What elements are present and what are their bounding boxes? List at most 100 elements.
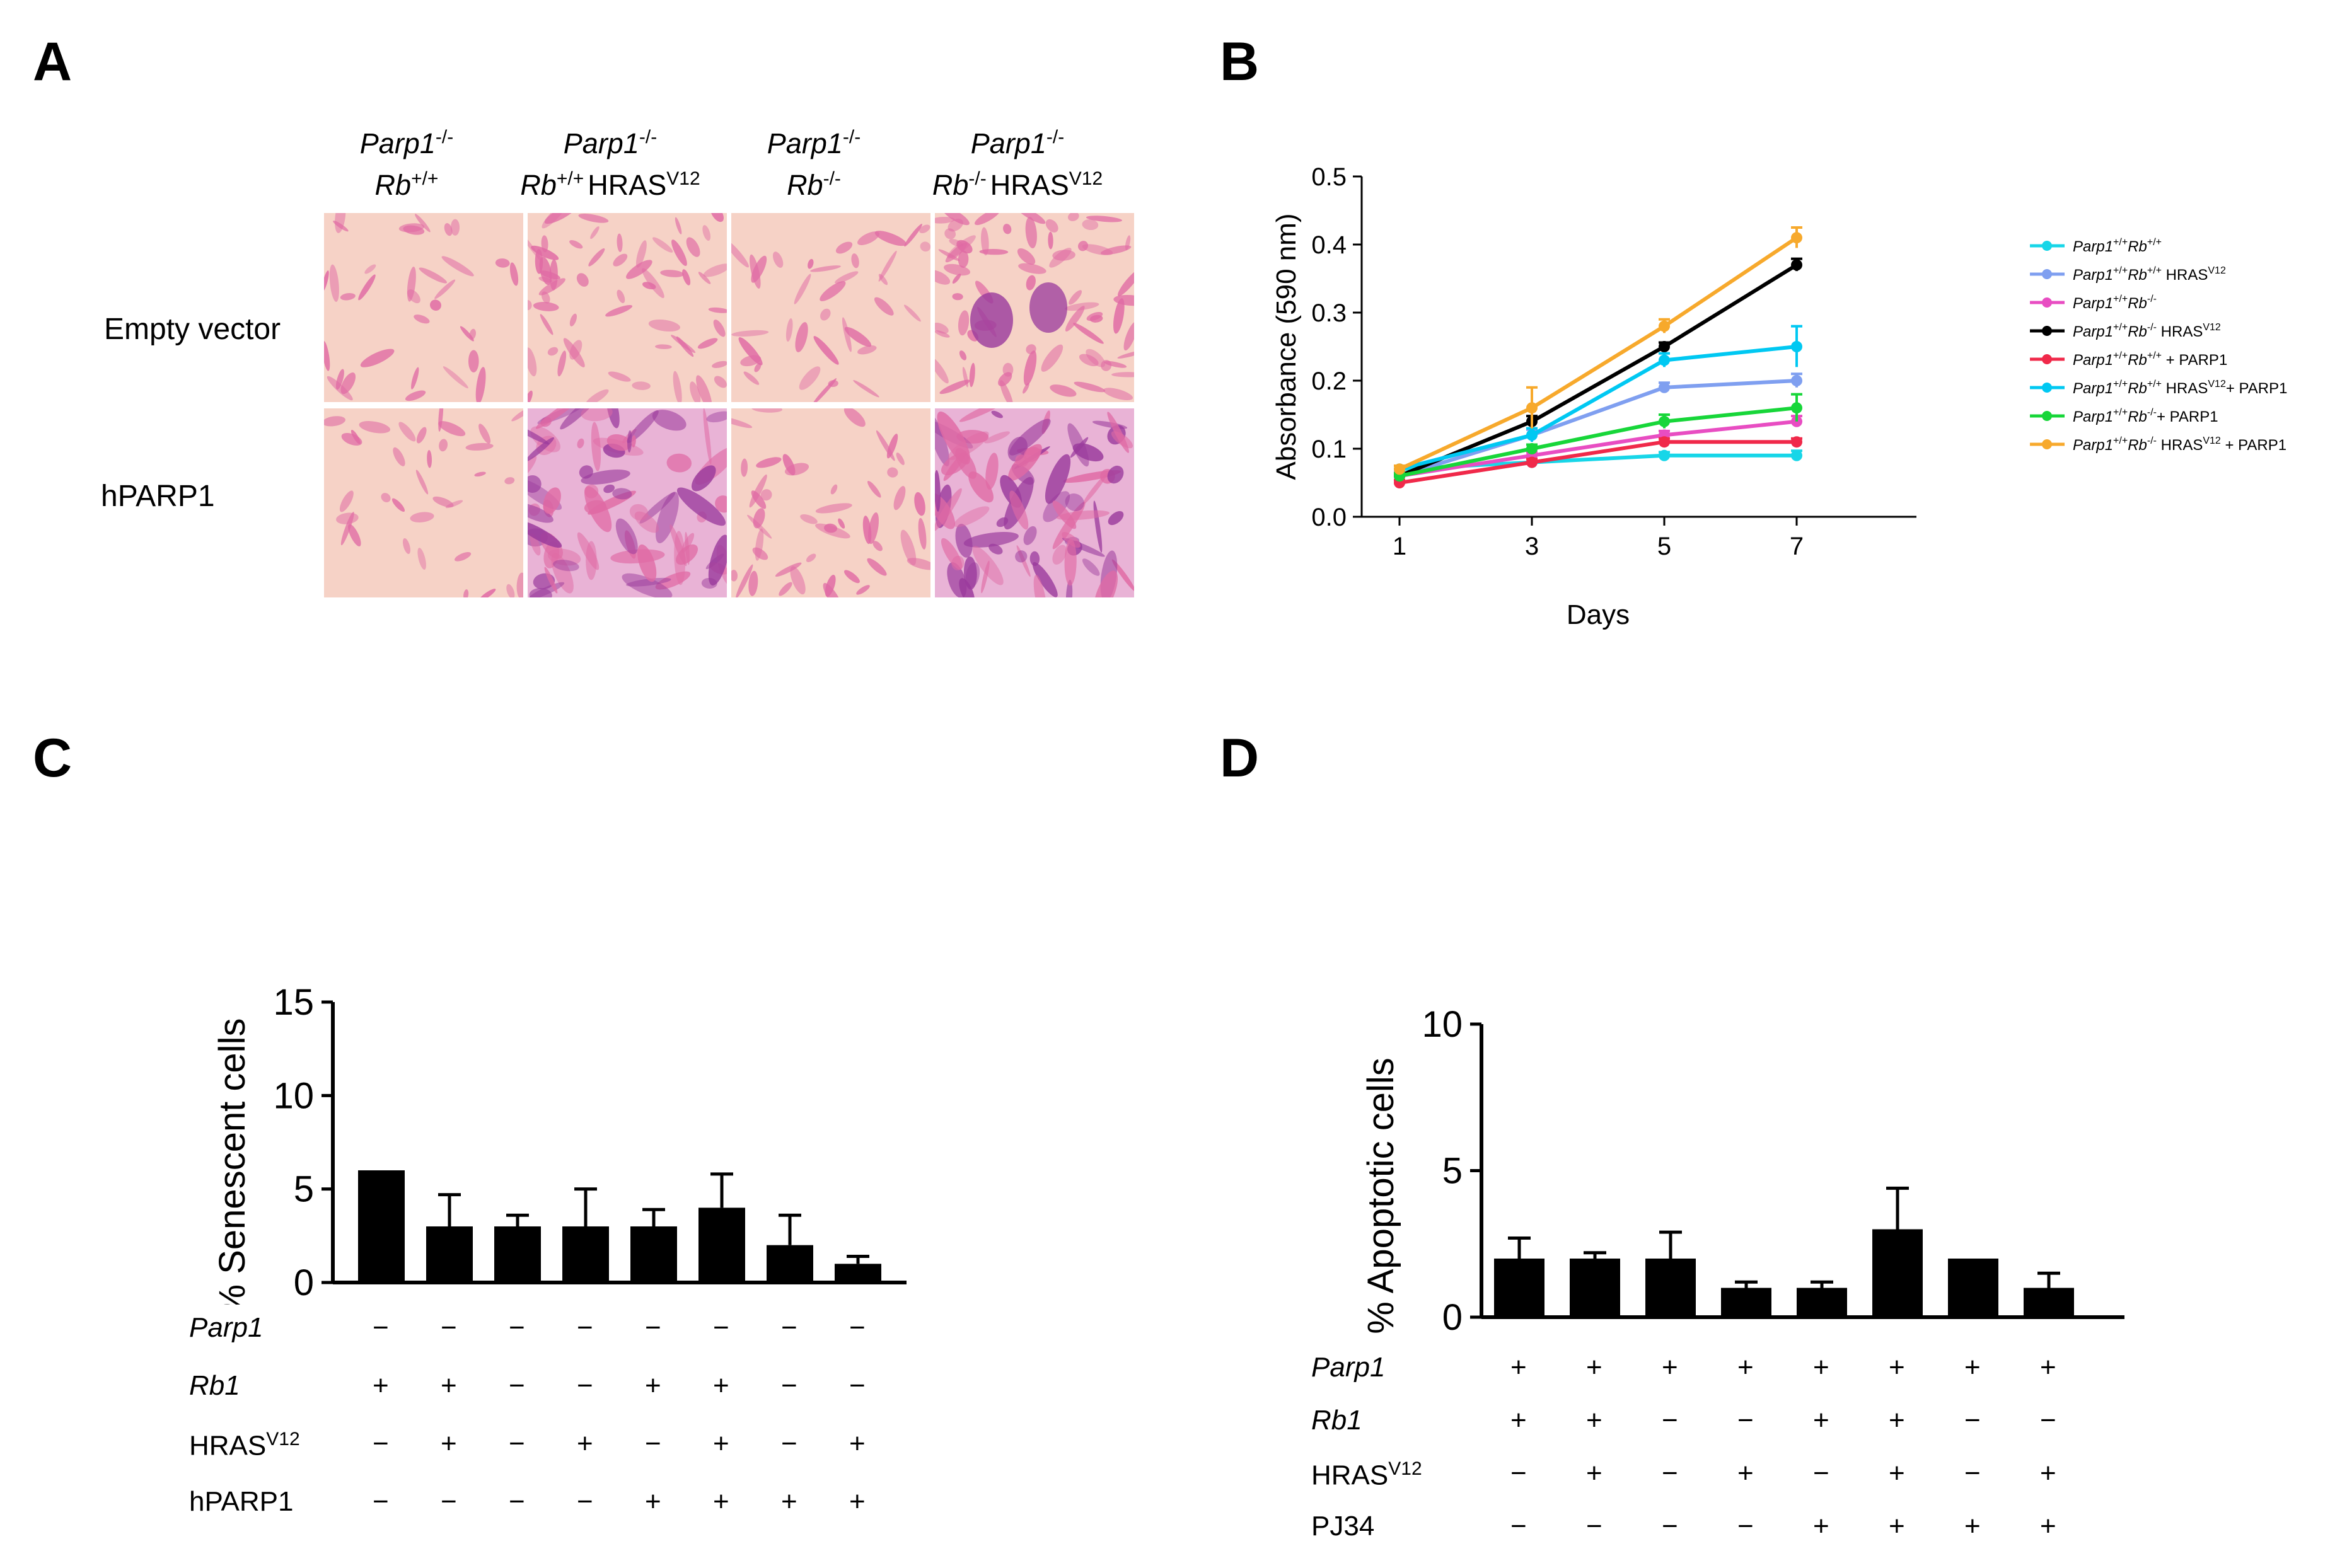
bar bbox=[562, 1226, 609, 1283]
cell bbox=[528, 503, 553, 523]
table-cell-sign: + bbox=[1889, 1511, 1905, 1542]
cell bbox=[900, 529, 917, 565]
cell bbox=[743, 371, 760, 385]
bar bbox=[426, 1226, 473, 1283]
table-cell-sign: − bbox=[577, 1312, 593, 1343]
legend-transgene: HRAS bbox=[2162, 267, 2208, 284]
cell bbox=[541, 291, 550, 304]
cell bbox=[622, 573, 673, 597]
cell bbox=[1111, 372, 1134, 378]
cell bbox=[1033, 562, 1058, 597]
bar bbox=[1872, 1229, 1923, 1317]
cell bbox=[790, 566, 806, 595]
table-cell-sign: − bbox=[1510, 1458, 1527, 1489]
cell bbox=[944, 228, 956, 239]
legend-sup: -/- bbox=[2147, 435, 2157, 446]
table-cell-sign: − bbox=[1813, 1458, 1829, 1489]
cell bbox=[410, 512, 434, 522]
cell bbox=[576, 273, 589, 287]
table-cell-sign: + bbox=[1662, 1352, 1678, 1383]
panel-letter-d: D bbox=[1220, 728, 1260, 788]
genotype-superscript: -/- bbox=[968, 168, 987, 189]
transgene-superscript: V12 bbox=[1069, 168, 1103, 189]
cell bbox=[465, 442, 494, 451]
cell bbox=[528, 347, 537, 377]
x-tick-label: 5 bbox=[1657, 533, 1671, 560]
gene-name: Rb bbox=[787, 169, 823, 201]
legend-transgene: HRAS bbox=[2162, 380, 2208, 397]
cell bbox=[542, 213, 567, 229]
cell bbox=[531, 245, 559, 260]
table-cell-sign: − bbox=[441, 1486, 457, 1517]
table-cell-sign: − bbox=[849, 1312, 866, 1343]
cell bbox=[703, 263, 727, 277]
cell bbox=[358, 274, 376, 301]
cell bbox=[584, 500, 606, 514]
cell bbox=[673, 371, 682, 402]
legend-gene: Parp1 bbox=[2073, 380, 2113, 397]
cell bbox=[919, 224, 930, 234]
cell bbox=[1125, 235, 1131, 250]
cell bbox=[348, 524, 361, 546]
table-cell-sign: − bbox=[1662, 1458, 1678, 1489]
cell bbox=[985, 453, 999, 490]
cell bbox=[608, 371, 631, 382]
table-cell-sign: − bbox=[1662, 1511, 1678, 1542]
cell bbox=[535, 408, 583, 429]
micrograph-empty-vector-col1 bbox=[324, 213, 523, 402]
table-cell-sign: + bbox=[1586, 1458, 1602, 1489]
cell bbox=[569, 340, 582, 360]
table-cell-sign: − bbox=[713, 1312, 729, 1343]
data-point bbox=[1394, 463, 1405, 475]
column-header-line2: Rb-/- HRASV12 bbox=[913, 161, 1121, 203]
cell bbox=[398, 422, 416, 442]
cell bbox=[478, 424, 491, 444]
cell bbox=[656, 492, 679, 543]
y-axis-label: % Senescent cells bbox=[212, 1018, 253, 1305]
cell bbox=[740, 355, 762, 367]
micrograph-hparp1-col4 bbox=[935, 408, 1134, 597]
legend-marker bbox=[2042, 439, 2052, 449]
data-point bbox=[1791, 375, 1802, 386]
column-header-2: Parp1-/- Rb+/+ HRASV12 bbox=[506, 120, 714, 203]
legend-tail: + PARP1 bbox=[2157, 408, 2218, 425]
cell bbox=[1118, 268, 1134, 296]
cell bbox=[415, 470, 429, 495]
cell bbox=[785, 318, 793, 342]
cell bbox=[975, 213, 1000, 226]
cell bbox=[1107, 465, 1124, 484]
table-cell-sign: − bbox=[781, 1428, 797, 1459]
x-tick-label: 7 bbox=[1790, 533, 1804, 560]
cell bbox=[896, 453, 905, 465]
table-cell-sign: + bbox=[1889, 1352, 1905, 1383]
legend-label: Parp1+/+Rb+/+ bbox=[2073, 237, 2162, 255]
cell bbox=[329, 264, 339, 302]
cell bbox=[427, 450, 432, 468]
bar-group-2 bbox=[426, 1193, 473, 1283]
cell bbox=[504, 477, 515, 485]
cell bbox=[952, 293, 963, 301]
bar-group-3 bbox=[494, 1213, 541, 1283]
cell bbox=[655, 571, 691, 590]
legend-tail: + PARP1 bbox=[2226, 380, 2288, 397]
table-row-label: HRASV12 bbox=[189, 1430, 300, 1460]
cell bbox=[591, 422, 601, 471]
table-cell-sign: + bbox=[441, 1428, 457, 1459]
cell bbox=[439, 439, 448, 452]
cell bbox=[1017, 248, 1036, 265]
cell bbox=[528, 520, 562, 548]
cell bbox=[516, 572, 523, 597]
cell bbox=[851, 253, 859, 268]
cell bbox=[654, 344, 672, 349]
cell bbox=[935, 270, 951, 285]
table-cell-sign: − bbox=[373, 1312, 389, 1343]
legend-tail: + PARP1 bbox=[2221, 437, 2286, 454]
legend-transgene: HRAS bbox=[2157, 323, 2203, 340]
bar-group-2 bbox=[1570, 1251, 1620, 1317]
cell bbox=[333, 221, 349, 232]
cell bbox=[1018, 263, 1046, 274]
cell bbox=[1026, 344, 1036, 355]
data-point bbox=[1659, 449, 1670, 461]
legend-entry-6: Parp1+/+Rb+/+ HRASV12+ PARP1 bbox=[2030, 379, 2287, 397]
cell bbox=[360, 349, 395, 367]
